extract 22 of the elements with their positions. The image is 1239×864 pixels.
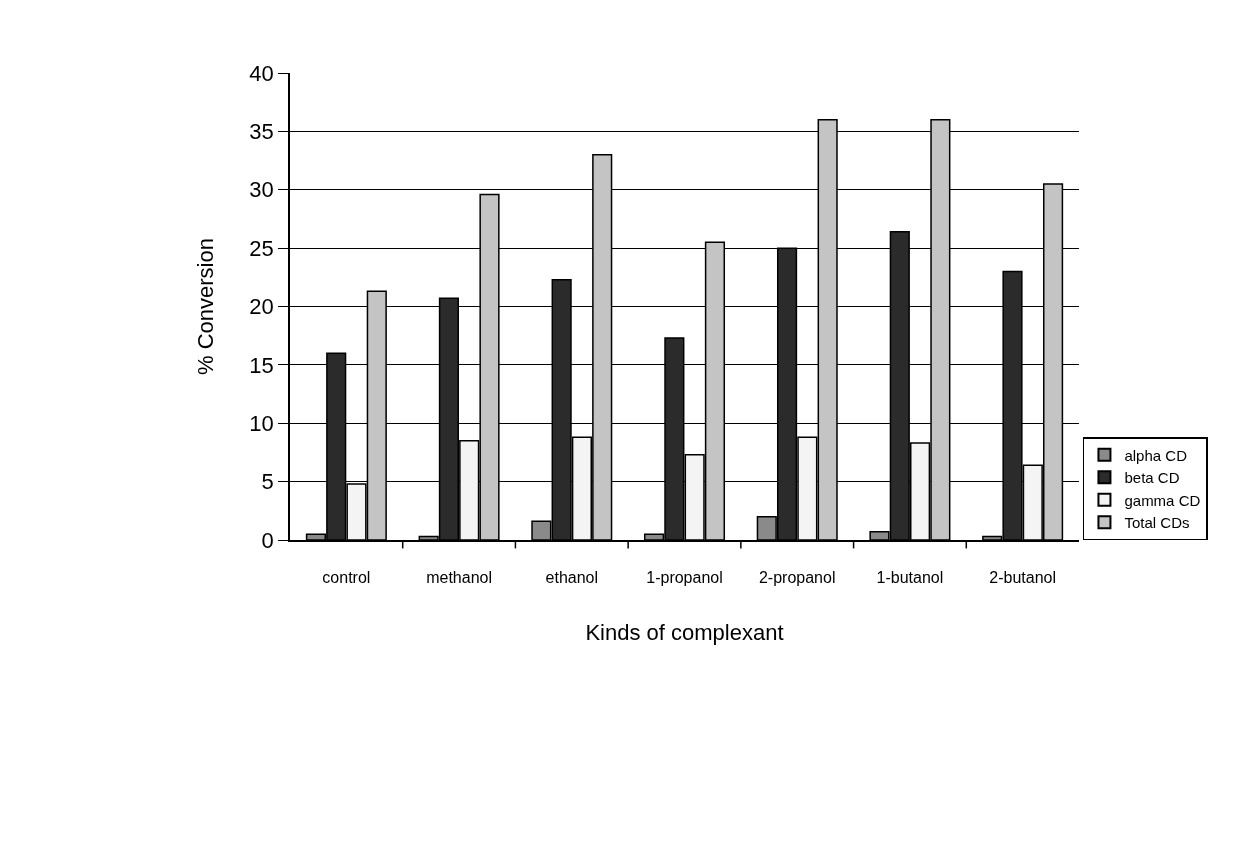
y-axis-title: % Conversion — [192, 238, 218, 375]
x-tick-label: control — [322, 568, 371, 586]
y-tick-label: 35 — [249, 119, 274, 145]
y-tick-label: 15 — [249, 352, 274, 378]
x-tick-label: 2-butanol — [989, 568, 1056, 586]
y-tick-label: 25 — [249, 235, 274, 261]
x-tick-label: 2-propanol — [758, 568, 836, 586]
y-tick-label: 0 — [261, 527, 274, 553]
legend-label: alpha CD — [1124, 446, 1188, 464]
y-tick-label: 40 — [249, 60, 274, 86]
x-tick-label: ethanol — [545, 568, 599, 586]
legend-label: Total CDs — [1124, 514, 1190, 532]
y-tick-label: 30 — [249, 177, 274, 203]
legend-label: beta CD — [1124, 469, 1180, 487]
y-tick-label: 10 — [249, 410, 274, 436]
x-tick-label: 1-butanol — [876, 568, 944, 586]
y-tick-label: 5 — [261, 469, 274, 495]
y-tick-label: 20 — [249, 294, 274, 320]
legend-label: gamma CD — [1124, 491, 1201, 509]
x-tick-label: methanol — [426, 568, 492, 586]
x-tick-label: 1-propanol — [646, 568, 723, 586]
x-axis-title: Kinds of complexant — [585, 620, 784, 646]
